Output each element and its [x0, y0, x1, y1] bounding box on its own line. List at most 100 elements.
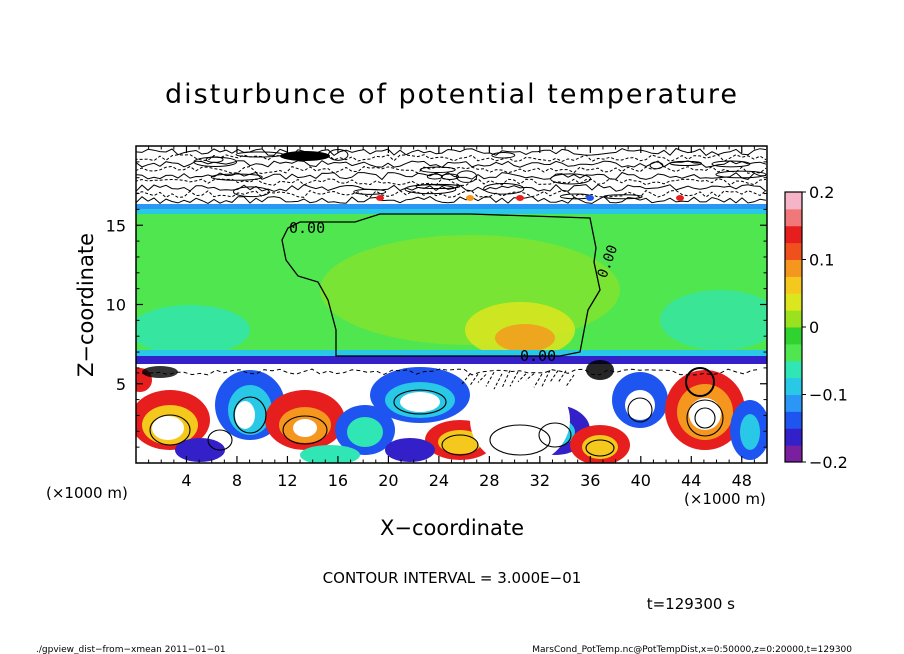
- lower-dashed-contour: [541, 369, 551, 387]
- core-cool-region-2: [660, 290, 767, 350]
- lower-contour-ring: [627, 397, 653, 423]
- upper-contour-ring: [353, 188, 387, 195]
- x-tick-label: 40: [631, 471, 651, 490]
- x-unit-left: (×1000 m): [46, 484, 128, 502]
- lower-blob: [625, 390, 655, 420]
- lower-contour-ring: [441, 434, 479, 456]
- x-tick-label: 24: [429, 471, 449, 490]
- lower-dashed-contour: [565, 374, 575, 387]
- upper-color-spot: [376, 195, 384, 201]
- upper-contour-ring: [711, 160, 751, 168]
- upper-dense-contour: [280, 151, 330, 161]
- upper-contour-line: [136, 189, 767, 199]
- lower-contour-ring: [282, 415, 328, 445]
- lower-blob: [300, 445, 360, 463]
- colorbar-swatch: [785, 411, 802, 429]
- colorbar-swatch: [785, 310, 802, 328]
- colorbar-tick-label: 0.1: [809, 251, 834, 270]
- x-tick-label: 36: [580, 471, 600, 490]
- lower-dashed-contour: [509, 371, 519, 387]
- lower-dashed-contour: [557, 370, 567, 383]
- upper-contours: [136, 147, 767, 205]
- lower-blob: [400, 392, 440, 412]
- x-tick-label: 32: [530, 471, 550, 490]
- upper-contour-ring: [210, 173, 263, 181]
- lower-dashed-contour: [485, 372, 495, 387]
- footer-right: MarsCond_PotTemp.nc@PotTempDist,x=0:5000…: [532, 645, 852, 654]
- colorbar-tick-label: 0: [809, 318, 819, 337]
- upper-contour-ring: [440, 173, 460, 180]
- lower-contour-ring: [393, 389, 447, 415]
- upper-contour-ring: [483, 182, 525, 195]
- lower-white-region: [470, 375, 570, 463]
- x-tick-label: 4: [181, 471, 191, 490]
- bottom-band: [136, 350, 767, 358]
- lower-blob: [438, 430, 482, 454]
- colorbar-swatch: [785, 276, 802, 294]
- x-tick-label: 16: [328, 471, 348, 490]
- upper-contour-ring: [649, 161, 664, 170]
- x-tick-label: 8: [232, 471, 242, 490]
- bottom-band-2: [136, 356, 767, 365]
- lower-color-blobs: [136, 367, 767, 463]
- upper-color-spot: [466, 195, 474, 201]
- upper-color-spot: [516, 195, 524, 201]
- y-axis-label: Z−coordinate: [74, 233, 98, 377]
- x-tick-label: 48: [732, 471, 752, 490]
- y-tick-label: 10: [106, 296, 126, 315]
- contour-label-1: 0.00: [289, 219, 325, 237]
- x-axis-label: X−coordinate: [380, 516, 524, 540]
- lower-contour-ring: [207, 429, 233, 451]
- colorbar-swatch: [785, 360, 802, 379]
- lower-contour-ring: [686, 399, 724, 437]
- lower-dashed-contour: [477, 374, 487, 383]
- upper-contour-line: [136, 153, 767, 162]
- core-warm-region-3: [495, 324, 555, 352]
- heatmap-field: [136, 146, 767, 463]
- lower-contour-ring: [233, 396, 267, 434]
- lower-dashed-contour: [461, 373, 471, 385]
- upper-contour-ring: [456, 170, 478, 183]
- lower-dashed-contour: [501, 370, 511, 389]
- time-stamp: t=129300 s: [647, 595, 735, 613]
- upper-color-spot: [676, 195, 684, 201]
- lower-blob: [152, 416, 184, 440]
- lower-blob: [175, 438, 225, 462]
- upper-contour-ring: [232, 186, 270, 198]
- upper-contour-ring: [419, 166, 456, 173]
- lower-blob: [740, 414, 760, 450]
- colorbar-swatch: [785, 192, 802, 210]
- upper-contour-ring: [669, 160, 703, 166]
- lower-contours: [136, 360, 761, 457]
- colorbar: 0.2 0.1 0 −0.1 −0.2: [784, 183, 848, 472]
- colorbar-swatch: [785, 377, 802, 395]
- upper-contour-ring: [715, 170, 767, 179]
- lower-dashed-contour: [549, 370, 559, 383]
- upper-contour-ring: [193, 156, 238, 168]
- top-band-2: [136, 209, 767, 215]
- y-tick-label: 15: [106, 216, 126, 235]
- upper-contour-ring: [550, 173, 592, 185]
- lower-contour-ring: [489, 424, 551, 456]
- colorbar-swatch: [785, 327, 802, 345]
- upper-color-spot: [586, 195, 594, 201]
- lower-dashed-contour: [533, 373, 543, 388]
- lower-dashed-contour: [517, 373, 527, 383]
- lower-contour-ring: [538, 422, 572, 448]
- x-tick-label: 28: [479, 471, 499, 490]
- x-tick-label: 44: [681, 471, 701, 490]
- upper-contour-ring: [603, 194, 643, 200]
- colorbar-swatch: [785, 242, 802, 260]
- colorbar-swatch: [785, 428, 802, 446]
- colorbar-swatch: [785, 445, 802, 463]
- upper-contour-ring: [491, 152, 516, 159]
- colorbar-swatch: [785, 343, 802, 362]
- x-unit-right: (×1000 m): [684, 490, 766, 508]
- lower-blob: [582, 435, 618, 459]
- colorbar-tick-label: −0.1: [809, 386, 848, 405]
- colorbar-tick-label: −0.2: [809, 453, 848, 472]
- colorbar-swatch: [785, 293, 802, 311]
- chart-title: disturbunce of potential temperature: [165, 79, 739, 110]
